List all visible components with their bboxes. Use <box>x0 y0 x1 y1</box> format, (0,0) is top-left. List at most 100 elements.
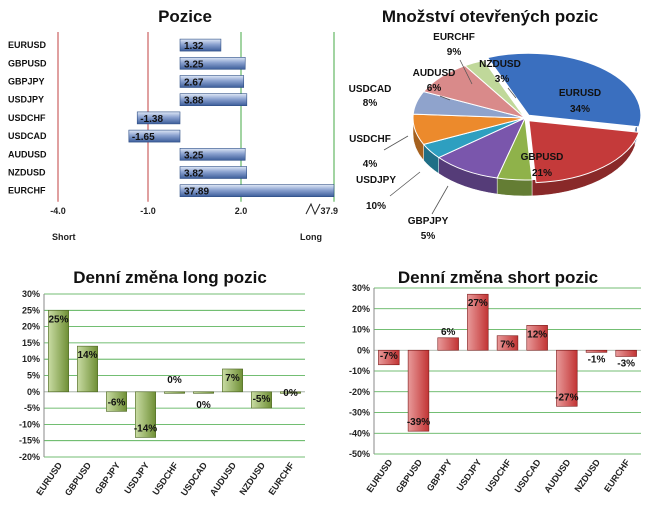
category-label-audusd: AUDUSD <box>8 149 47 159</box>
pie-value-eurusd: 34% <box>570 104 590 115</box>
bar-usdjpy <box>135 391 156 438</box>
value-label-usdjpy: 27% <box>468 298 488 309</box>
value-label-usdcad: 12% <box>527 329 547 340</box>
pie-value-usdcad: 8% <box>363 98 378 109</box>
category-label-usdjpy: USDJPY <box>455 457 484 492</box>
value-label-nzdusd: -5% <box>253 394 271 405</box>
bar-usdcad <box>193 391 214 394</box>
category-label-usdchf: USDCHF <box>150 460 180 497</box>
bar-eurchf <box>615 349 637 357</box>
bar-eurchf <box>179 184 335 197</box>
y-tick-label: 25% <box>22 305 40 315</box>
y-tick-label: 30% <box>22 289 40 299</box>
pie-value-eurchf: 9% <box>447 47 462 58</box>
pie-leader-audusd <box>439 95 451 101</box>
pie-label-nzdusd: NZDUSD <box>479 59 521 70</box>
bar-gbpjpy <box>437 337 459 351</box>
category-label-usdjpy: USDJPY <box>122 460 151 495</box>
bar-usdchf <box>164 391 185 394</box>
value-label-eurchf: -3% <box>617 358 635 369</box>
category-label-eurusd: EURUSD <box>8 40 47 50</box>
value-label-gbpusd: 14% <box>77 350 97 361</box>
pie-label-gbpusd: GBPUSD <box>521 152 564 163</box>
bar-gbpjpy <box>179 75 245 88</box>
bar-nzdusd <box>179 166 247 179</box>
positions-chart: Pozice 1.32 3.25 2.67 3.88 -1.38 -1.65 3.25 3.8… <box>8 7 338 242</box>
short-change-chart: Denní změna short pozic 30%20%10%0%-10%-… <box>349 268 641 495</box>
short-change-title: Denní změna short pozic <box>398 268 598 287</box>
pie-leader-nzdusd <box>507 87 517 99</box>
y-tick-label: -20% <box>349 387 370 397</box>
value-label-gbpjpy: 6% <box>441 327 456 338</box>
pie-label-eurusd: EURUSD <box>559 88 601 99</box>
value-label-gbpusd: -39% <box>407 417 430 428</box>
category-label-usdcad: USDCAD <box>8 131 47 141</box>
y-tick-label: 10% <box>22 354 40 364</box>
bar-audusd <box>179 148 246 161</box>
x-tick-label: 37.9 <box>320 206 338 216</box>
bar-nzdusd <box>585 349 608 353</box>
y-tick-label: 20% <box>22 322 40 332</box>
category-label-gbpjpy: GBPJPY <box>8 77 45 87</box>
bar-gbpusd <box>407 349 430 432</box>
value-label-usdchf: 0% <box>167 375 182 386</box>
bar-usdcad <box>526 325 548 351</box>
value-label-audusd: 3.25 <box>184 150 204 161</box>
pie-chart-title: Množství otevřených pozic <box>382 7 598 26</box>
pie-leader-usdchf <box>383 135 409 151</box>
value-label-audusd: 7% <box>225 373 240 384</box>
category-label-gbpusd: GBPUSD <box>394 457 425 495</box>
value-label-usdjpy: -14% <box>134 423 157 434</box>
category-label-usdjpy: USDJPY <box>8 95 44 105</box>
pie-label-usdchf: USDCHF <box>349 134 391 145</box>
pie-value-usdchf: 4% <box>363 159 378 170</box>
pie-value-audusd: 6% <box>427 83 442 94</box>
y-tick-label: 10% <box>352 325 370 335</box>
bar-audusd <box>222 368 243 393</box>
category-label-audusd: AUDUSD <box>542 457 573 495</box>
value-label-usdjpy: 3.88 <box>184 96 204 107</box>
bar-eurusd <box>378 349 400 366</box>
category-label-usdchf: USDCHF <box>8 113 46 123</box>
category-label-usdcad: USDCAD <box>179 460 210 498</box>
short-label: Short <box>52 232 76 242</box>
bar-gbpjpy <box>106 391 127 412</box>
pie-label-eurchf: EURCHF <box>433 32 475 43</box>
pie-label-usdcad: USDCAD <box>349 84 392 95</box>
open-positions-pie-chart: Množství otevřených pozic EURUSD 34% GBPUS… <box>349 7 642 242</box>
y-tick-label: -10% <box>349 366 370 376</box>
category-label-nzdusd: NZDUSD <box>572 457 602 494</box>
y-tick-label: -50% <box>349 449 370 459</box>
value-label-usdcad: -1.65 <box>132 132 155 143</box>
category-label-gbpjpy: GBPJPY <box>93 460 122 496</box>
bar-eurusd <box>179 38 222 52</box>
value-label-eurchf: 37.89 <box>184 187 209 198</box>
value-label-gbpjpy: 2.67 <box>184 78 204 89</box>
long-change-title: Denní změna long pozic <box>73 268 267 287</box>
pie-label-gbpjpy: GBPJPY <box>408 216 449 227</box>
category-label-eurusd: EURUSD <box>364 457 394 494</box>
category-label-audusd: AUDUSD <box>208 460 239 498</box>
value-label-eurchf: 0% <box>283 388 298 399</box>
value-label-gbpusd: 3.25 <box>184 59 204 70</box>
x-tick-label: -4.0 <box>50 206 66 216</box>
category-label-eurusd: EURUSD <box>34 460 64 497</box>
pie-value-nzdusd: 3% <box>495 74 510 85</box>
category-label-eurchf: EURCHF <box>8 186 46 196</box>
value-label-nzdusd: 3.82 <box>184 169 204 180</box>
x-tick-label: -1.0 <box>140 206 156 216</box>
category-label-gbpusd: GBPUSD <box>63 460 94 498</box>
value-label-usdchf: -1.38 <box>140 114 163 125</box>
category-label-gbpusd: GBPUSD <box>8 58 47 68</box>
pie-slice-gbpusd <box>528 120 640 184</box>
y-tick-label: 15% <box>22 338 40 348</box>
value-label-nzdusd: -1% <box>588 354 606 365</box>
pie-label-usdjpy: USDJPY <box>356 175 396 186</box>
y-tick-label: 0% <box>27 387 40 397</box>
bar-gbpusd <box>77 345 98 393</box>
category-label-gbpjpy: GBPJPY <box>425 457 454 493</box>
pie-value-usdjpy: 10% <box>366 201 386 212</box>
bar-eurchf <box>280 391 301 394</box>
pie-leader-gbpjpy <box>431 185 449 215</box>
pie-value-gbpusd: 21% <box>532 168 552 179</box>
